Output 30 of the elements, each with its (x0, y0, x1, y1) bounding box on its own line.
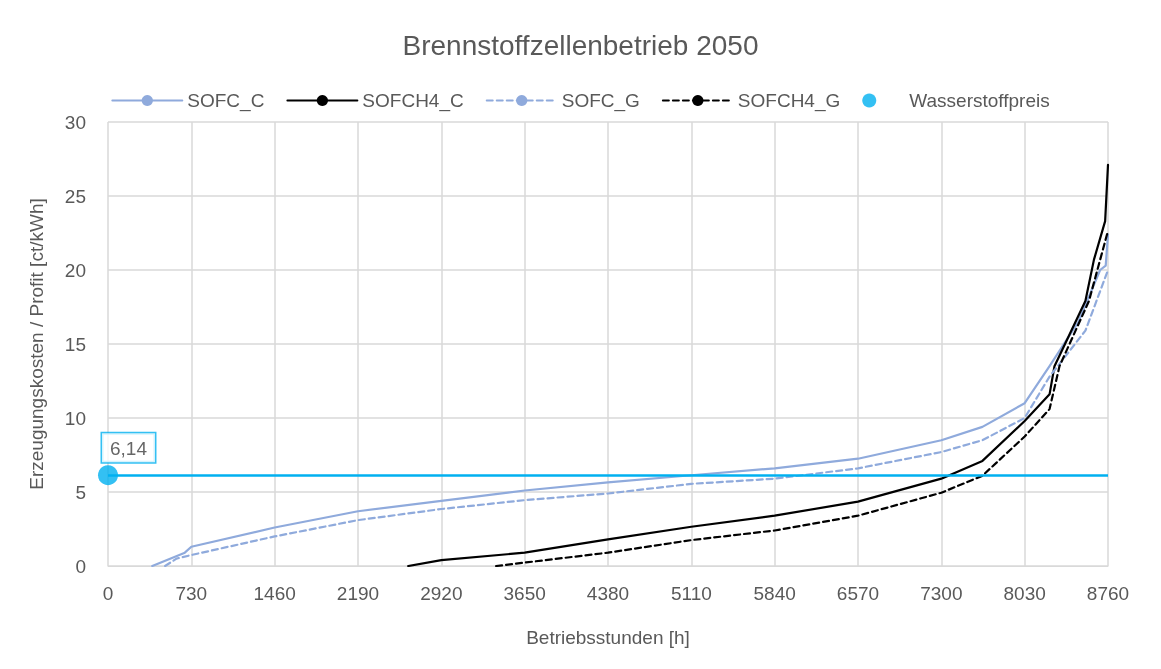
x-tick-label: 6570 (836, 583, 880, 604)
legend-label: SOFC_G (561, 90, 640, 112)
line-series (407, 163, 1110, 568)
legend-label: Wasserstoffpreis (909, 90, 1050, 111)
chart-title: Brennstoffzellenbetrieb 2050 (402, 29, 759, 61)
x-tick-label: 5110 (670, 583, 712, 604)
legend-label: SOFCH4_C (362, 90, 464, 112)
data-label: 6,14 (110, 438, 148, 460)
y-axis-title: Erzeugungskosten / Profit [ct/kWh] (26, 198, 47, 490)
y-tick-label: 25 (64, 185, 86, 207)
x-tick-label: 730 (175, 583, 208, 604)
x-tick-label: 8760 (1086, 583, 1130, 604)
x-tick-label: 0 (102, 583, 114, 604)
x-tick-label: 4380 (586, 583, 630, 604)
y-tick-label: 20 (64, 259, 86, 281)
x-tick-label: 3650 (503, 583, 546, 604)
x-axis-title: Betriebsstunden [h] (526, 627, 690, 648)
legend-label: SOFCH4_G (737, 90, 841, 112)
y-tick-label: 15 (64, 333, 86, 355)
x-tick-label: 5840 (753, 583, 796, 604)
y-tick-label: 5 (75, 481, 86, 503)
y-tick-label: 30 (64, 111, 86, 133)
x-tick-label: 1460 (253, 583, 296, 604)
y-tick-label: 10 (64, 407, 86, 429)
y-tick-label: 0 (75, 555, 86, 577)
x-tick-label: 2190 (336, 583, 380, 604)
x-tick-label: 7300 (920, 583, 963, 604)
x-tick-label: 8030 (1003, 583, 1046, 604)
legend-label: SOFC_C (187, 90, 265, 112)
x-tick-label: 2920 (420, 583, 463, 604)
